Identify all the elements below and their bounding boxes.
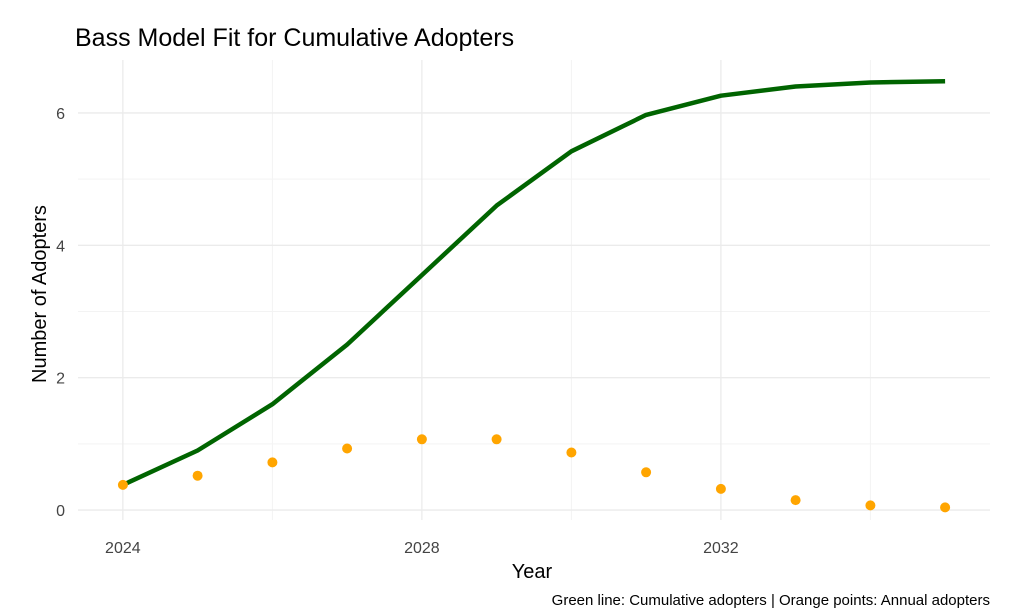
- annual-adopters-point: [267, 457, 278, 468]
- x-axis-ticks: 2024 2028 2032: [105, 540, 739, 557]
- y-axis-title: Number of Adopters: [29, 205, 51, 383]
- y-tick-label: 6: [56, 106, 65, 123]
- chart-caption: Green line: Cumulative adopters | Orange…: [552, 592, 990, 608]
- cumulative-adopters-line: [121, 78, 946, 487]
- annual-adopters-point: [491, 434, 502, 445]
- y-tick-label: 4: [56, 238, 65, 255]
- x-tick-label: 2024: [105, 540, 141, 557]
- annual-adopters-point: [342, 443, 353, 454]
- y-tick-label: 2: [56, 371, 65, 388]
- x-tick-label: 2032: [703, 540, 739, 557]
- minor-gridlines: [78, 60, 990, 520]
- annual-adopters-point: [117, 479, 128, 490]
- annual-adopters-point: [940, 502, 951, 513]
- series-layer: [117, 78, 951, 513]
- x-axis-title: Year: [512, 561, 553, 583]
- y-tick-label: 0: [56, 503, 65, 520]
- annual-adopters-point: [641, 467, 652, 478]
- annual-adopters-point: [865, 500, 876, 511]
- annual-adopters-point: [715, 483, 726, 494]
- chart-title: Bass Model Fit for Cumulative Adopters: [75, 24, 514, 52]
- annual-adopters-point: [790, 495, 801, 506]
- annual-adopters-point: [416, 434, 427, 445]
- annual-adopters-point: [566, 447, 577, 458]
- x-tick-label: 2028: [404, 540, 440, 557]
- major-gridlines: [78, 60, 990, 520]
- annual-adopters-point: [192, 470, 203, 481]
- y-axis-ticks: 0 2 4 6: [56, 106, 65, 520]
